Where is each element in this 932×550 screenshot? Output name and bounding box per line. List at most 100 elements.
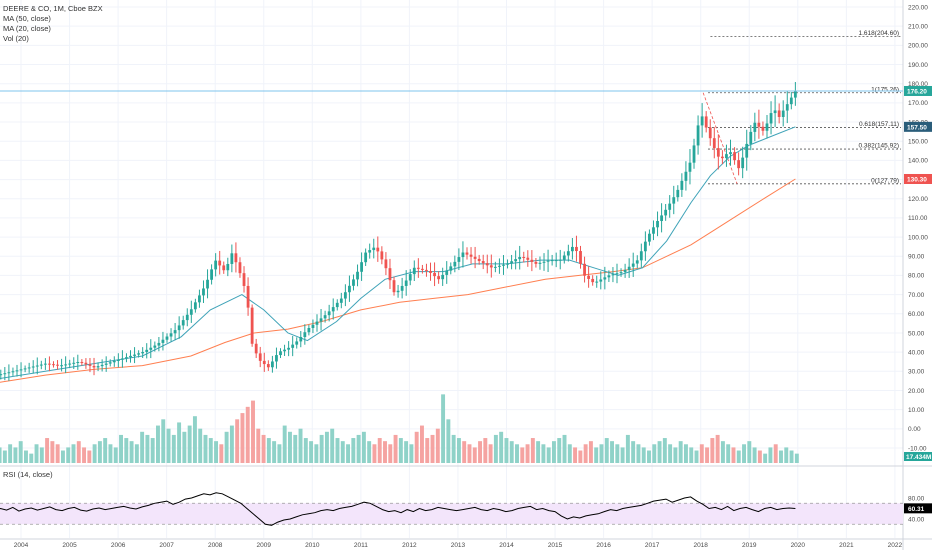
volume-bar [462, 441, 467, 463]
candle-body [554, 260, 558, 262]
volume-bar [472, 447, 477, 463]
candle-body [648, 233, 651, 242]
price-tick-label: 70.00 [908, 292, 925, 299]
volume-bar [631, 441, 636, 463]
volume-bar [0, 447, 2, 463]
candle-body [611, 274, 615, 276]
candle-body [230, 253, 234, 264]
candle-body [279, 351, 282, 356]
candle-body [453, 261, 457, 267]
volume-bar [266, 438, 271, 463]
candle-body [343, 292, 347, 299]
rsi-band [0, 503, 903, 525]
volume-bar [29, 453, 34, 463]
volume-bar [493, 434, 498, 463]
volume-bar [467, 444, 472, 463]
volume-bar [705, 447, 710, 463]
candle-body [421, 268, 424, 270]
x-tick-label: 2012 [402, 542, 417, 549]
volume-bar [504, 438, 509, 463]
volume-bar [488, 444, 493, 463]
candle-body [725, 154, 728, 159]
volume-bar [346, 444, 351, 463]
candle-body [400, 285, 404, 291]
candle-body [558, 259, 562, 261]
candle-body [773, 110, 777, 114]
x-tick-label: 2009 [257, 542, 272, 549]
candle-body [181, 320, 185, 326]
candle-body [668, 203, 672, 210]
candle-body [652, 227, 655, 234]
volume-bar [34, 444, 39, 463]
candle-body [639, 251, 643, 261]
volume-bar [192, 416, 197, 463]
candle-body [688, 162, 692, 172]
volume-bar [673, 447, 678, 463]
volume-bar [277, 444, 282, 463]
price-tick-label: 220.00 [908, 4, 928, 11]
volume-bar [2, 450, 7, 463]
volume-bar [319, 434, 324, 463]
price-tick-label: 190.00 [908, 62, 928, 69]
rsi-panel [0, 492, 903, 526]
rsi-line [0, 492, 796, 526]
volume-bar [573, 447, 578, 463]
volume-bar [683, 444, 688, 463]
fib-level-label: 0(127.79) [871, 177, 899, 184]
candle-body [169, 333, 173, 337]
candle-body [777, 110, 781, 117]
volume-bar [351, 438, 356, 463]
volume-bar [720, 441, 725, 463]
candle-body [129, 355, 132, 358]
volume-bar [530, 438, 535, 463]
volume-bar [372, 444, 377, 463]
price-tick-label: 210.00 [908, 23, 928, 30]
candle-body [356, 271, 359, 280]
candle-body [623, 269, 627, 273]
candle-body [275, 355, 278, 362]
candle-body [339, 298, 343, 303]
candle-body [348, 285, 351, 293]
candle-body [546, 260, 550, 262]
price-tick-label: 40.00 [908, 349, 925, 356]
volume-bar [546, 447, 551, 463]
volume-bar [182, 431, 187, 463]
volume-bar [13, 447, 18, 463]
candle-body [23, 368, 27, 370]
volume-bar [478, 441, 483, 463]
volume-bar [383, 441, 387, 463]
candle-body [173, 330, 177, 334]
volume-bar [515, 444, 519, 463]
legend-ma20: MA (20, close) [3, 24, 51, 33]
volume-bar [752, 447, 757, 463]
volume-bar [789, 450, 794, 463]
fib-level-label: 0.618(157.11) [859, 121, 899, 128]
candle-body [96, 366, 100, 368]
candle-body [108, 362, 112, 364]
x-tick-label: 2020 [791, 542, 806, 549]
volume-bar [219, 444, 224, 463]
volume-bar [150, 438, 155, 463]
candle-body [457, 257, 461, 262]
candle-body [627, 266, 631, 270]
candle-body [31, 366, 35, 368]
volume-bar [594, 447, 599, 463]
candle-body [445, 270, 449, 275]
price-tick-label: 0.00 [908, 426, 921, 433]
candle-body [7, 372, 11, 374]
price-tick-label: 180.00 [908, 81, 928, 88]
price-tick-label: 80.00 [908, 273, 925, 280]
price-tick-label: 150.00 [908, 139, 928, 146]
candle-body [307, 327, 311, 333]
candle-body [720, 156, 724, 159]
candle-body [741, 157, 745, 169]
volume-bar [446, 419, 451, 463]
candle-body [250, 307, 254, 344]
volume-bar [229, 425, 234, 463]
volume-bar [763, 453, 768, 463]
volume-bar [24, 450, 28, 463]
candle-body [737, 160, 741, 169]
volume-bar [76, 441, 81, 463]
volume-bar [715, 434, 720, 463]
